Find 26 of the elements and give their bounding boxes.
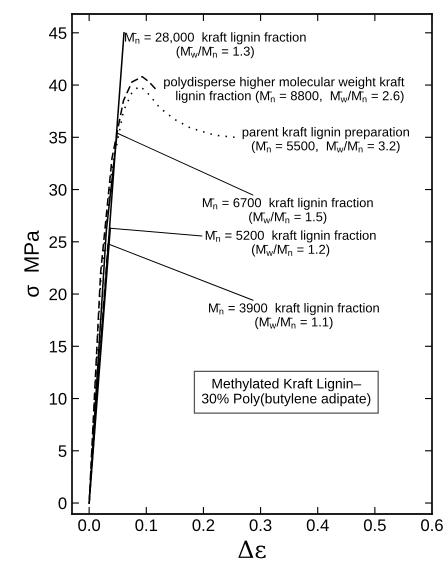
y-tick-label: 0 [58,497,66,510]
y-tick-label: 10 [50,392,66,405]
annotation: polydisperse higher molecular weight kraft lignin fraction (M̄$_{n}$ = 8800, M̄$_{w}$/M̄$_{n}$ = 2.6) [164,76,404,103]
x-tick-label: 0.3 [250,519,272,532]
y-tick-label: 15 [50,340,66,352]
x-tick-label: 0.5 [364,519,386,532]
annotation: M̄$_{n}$ = 6700 kraft lignin fraction (M̄$_{w}$/M̄$_{n}$ = 1.5) [202,198,373,224]
y-axis-title: σ MPa [24,230,39,297]
x-tick-label: 0.2 [192,519,214,532]
x-axis-title: Δε [238,540,266,558]
annotation: Methylated Kraft Lignin– 30% Poly(butylene adipate) [202,378,370,406]
annotation: M̄$_{n}$ = 28,000 kraft lignin fraction (M̄$_{w}$/M̄$_{n}$ = 1.3) [125,32,306,58]
y-tick-label: 45 [48,27,66,40]
y-tick-label: 25 [49,236,66,248]
y-tick-label: 40 [48,79,66,92]
annotation: M̄$_{n}$ = 5200 kraft lignin fraction (M̄$_{w}$/M̄$_{n}$ = 1.2) [206,230,376,256]
y-tick-label: 30 [49,184,66,196]
y-tick-label: 20 [49,288,66,300]
x-tick-label: 0.0 [78,519,100,532]
annotation: M̄$_{n}$ = 3900 kraft lignin fraction (M̄$_{w}$/M̄$_{n}$ = 1.1) [209,303,379,330]
y-tick-label: 35 [49,132,66,144]
y-tick-label: 5 [58,445,66,457]
x-tick-label: 0.6 [421,519,443,532]
x-tick-label: 0.4 [306,519,329,532]
x-tick-label: 0.1 [135,519,158,532]
annotation: parent kraft lignin preparation (M̄$_{n}$ = 5500, M̄$_{w}$/M̄$_{n}$ = 3.2) [242,127,409,154]
